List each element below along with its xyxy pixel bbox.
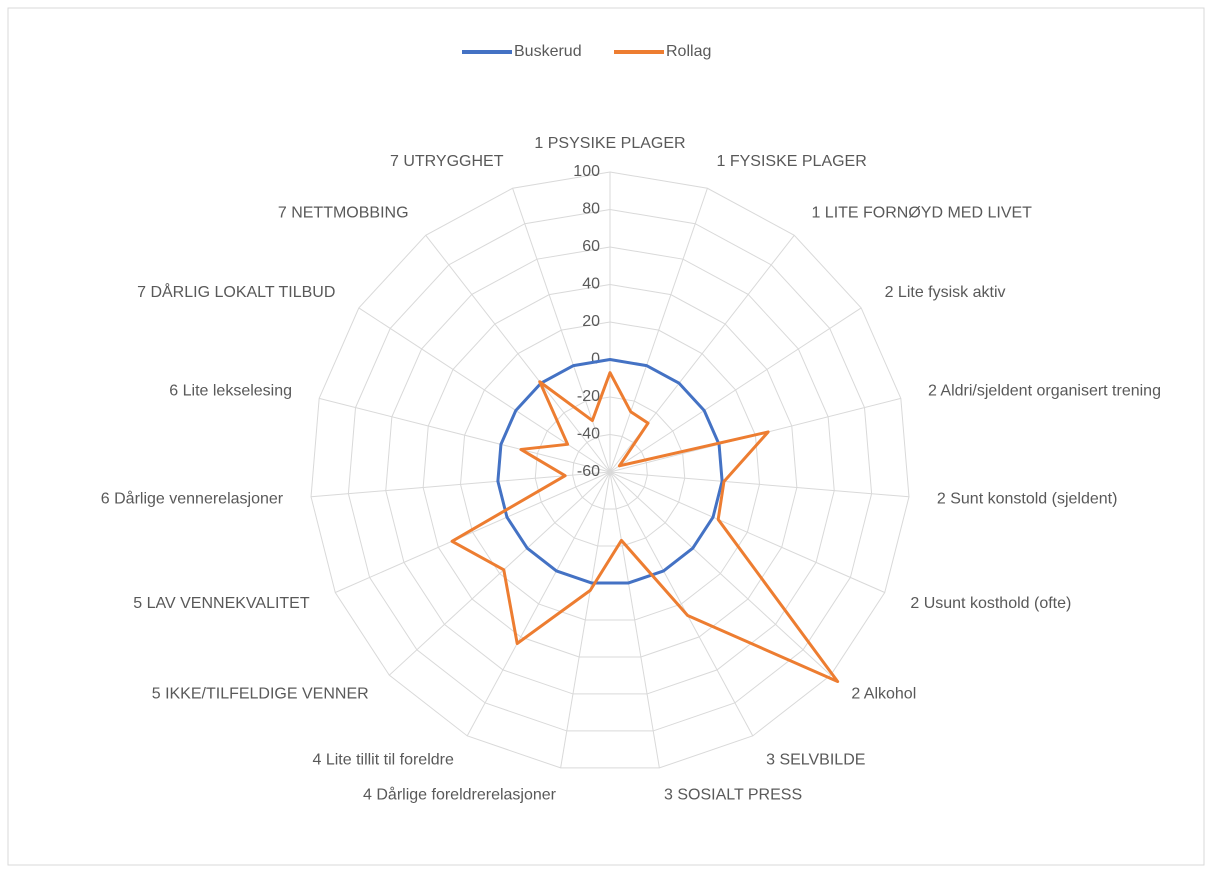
spoke bbox=[609, 307, 862, 473]
chart-border bbox=[7, 7, 1205, 866]
category-label: 6 Lite lekselesing bbox=[169, 383, 292, 400]
category-label: 4 Lite tillit til foreldre bbox=[312, 752, 453, 769]
grid-ring bbox=[347, 208, 873, 732]
tick-label: -20 bbox=[577, 388, 600, 405]
legend-label: Buskerud bbox=[514, 43, 582, 60]
category-label: 5 LAV VENNEKVALITET bbox=[133, 595, 310, 612]
category-label: 1 PSYSIKE PLAGER bbox=[534, 135, 685, 152]
grid-ring bbox=[385, 246, 835, 695]
spoke bbox=[609, 471, 910, 498]
spoke bbox=[609, 471, 832, 676]
category-label: 7 UTRYGGHET bbox=[390, 153, 504, 170]
spoke bbox=[609, 188, 708, 473]
spoke bbox=[388, 471, 611, 676]
tick-label: 100 bbox=[573, 163, 600, 180]
tick-label: 80 bbox=[582, 201, 600, 218]
category-label: 3 SELVBILDE bbox=[766, 752, 865, 769]
spoke bbox=[609, 471, 754, 737]
category-label: 7 DÅRLIG LOKALT TILBUD bbox=[137, 282, 335, 301]
spoke bbox=[319, 397, 611, 473]
grid-ring bbox=[460, 321, 760, 621]
tick-label: 60 bbox=[582, 238, 600, 255]
category-label: 2 Lite fysisk aktiv bbox=[885, 284, 1006, 301]
spoke bbox=[609, 471, 660, 768]
tick-label: 40 bbox=[582, 276, 600, 293]
spoke bbox=[425, 234, 611, 473]
tick-label: -60 bbox=[577, 463, 600, 480]
category-label: 2 Aldri/sjeldent organisert trening bbox=[928, 383, 1161, 400]
legend-label: Rollag bbox=[666, 43, 711, 60]
category-label: 1 FYSISKE PLAGER bbox=[717, 153, 867, 170]
grid-ring bbox=[310, 171, 910, 769]
spoke bbox=[560, 471, 611, 768]
grid-ring bbox=[572, 433, 648, 510]
category-label: 4 Dårlige foreldrerelasjoner bbox=[363, 786, 557, 804]
spoke bbox=[512, 188, 611, 473]
series-line bbox=[496, 358, 724, 585]
category-label: 6 Dårlige vennerelasjoner bbox=[101, 489, 284, 507]
category-label: 1 LITE FORNØYD MED LIVET bbox=[811, 204, 1032, 221]
spoke bbox=[609, 471, 885, 593]
spoke bbox=[310, 471, 611, 498]
tick-label: -40 bbox=[577, 426, 600, 443]
category-label: 2 Usunt kosthold (ofte) bbox=[910, 595, 1071, 612]
series-line bbox=[450, 371, 840, 684]
category-label: 7 NETTMOBBING bbox=[278, 204, 409, 221]
grid-ring bbox=[422, 283, 798, 658]
spoke bbox=[466, 471, 611, 737]
tick-label: 20 bbox=[582, 313, 600, 330]
category-label: 2 Alkohol bbox=[851, 685, 916, 702]
tick-label: 0 bbox=[591, 351, 600, 368]
category-label: 3 SOSIALT PRESS bbox=[664, 787, 802, 804]
spoke bbox=[335, 471, 611, 593]
category-label: 5 IKKE/TILFELDIGE VENNER bbox=[152, 685, 369, 702]
grid-ring bbox=[534, 396, 686, 547]
category-label: 2 Sunt konstold (sjeldent) bbox=[937, 490, 1118, 507]
